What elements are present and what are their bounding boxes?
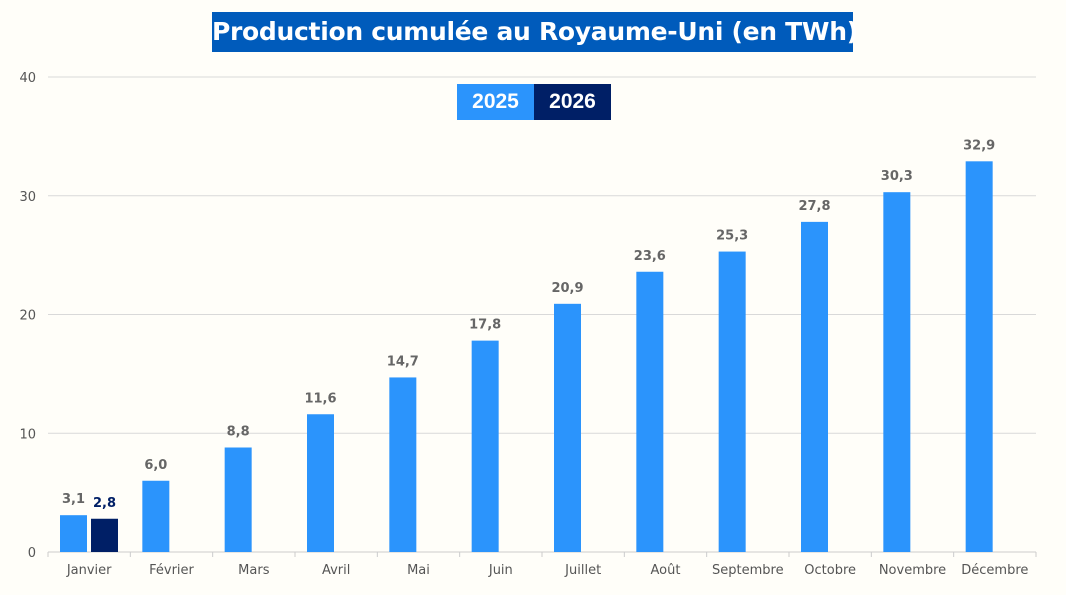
data-label: 23,6 (634, 249, 666, 264)
x-tick-label: Octobre (804, 563, 856, 578)
bar-2025 (142, 480, 170, 552)
data-label: 17,8 (469, 318, 501, 333)
bar-2025 (718, 251, 746, 552)
bar-2026 (91, 518, 118, 552)
data-label: 25,3 (716, 229, 748, 244)
data-label: 20,9 (551, 281, 583, 296)
bar-2025 (224, 447, 252, 552)
chart-title: Production cumulée au Royaume-Uni (en TW… (212, 12, 858, 52)
x-tick-label: Avril (322, 563, 350, 578)
bar-2025 (389, 377, 417, 552)
data-label: 30,3 (881, 169, 913, 184)
data-label: 27,8 (798, 199, 830, 214)
x-tick-label: Décembre (961, 563, 1028, 578)
y-tick-label: 0 (28, 546, 36, 561)
x-tick-label: Février (149, 563, 194, 578)
bar-2025 (307, 414, 334, 552)
x-tick-label: Novembre (879, 563, 946, 578)
data-label: 14,7 (387, 354, 419, 369)
data-label: 8,8 (227, 425, 250, 440)
bar-2025 (801, 221, 828, 552)
bar-2025 (471, 340, 499, 552)
x-tick-label: Mars (238, 563, 270, 578)
x-tick-label: Août (651, 563, 681, 578)
y-tick-label: 10 (19, 427, 36, 442)
data-label: 2,8 (93, 496, 116, 511)
y-tick-label: 30 (19, 190, 36, 205)
data-label: 32,9 (963, 138, 995, 153)
y-tick-label: 40 (19, 71, 36, 86)
x-tick-label: Juillet (564, 563, 601, 578)
bar-2025 (636, 271, 664, 552)
data-label: 3,1 (62, 492, 85, 507)
bar-2025 (883, 192, 911, 552)
bar-2025 (60, 515, 87, 552)
bar-2025 (554, 303, 581, 552)
legend-item-2026: 2026 (534, 84, 611, 120)
y-tick-label: 20 (19, 309, 36, 324)
bar-2025 (965, 161, 993, 552)
x-tick-label: Mai (407, 563, 430, 578)
x-tick-label: Septembre (712, 563, 784, 578)
x-tick-label: Janvier (66, 563, 112, 578)
data-label: 6,0 (144, 458, 167, 473)
x-tick-label: Juin (488, 563, 513, 578)
data-label: 11,6 (304, 391, 336, 406)
legend: 2025 2026 (457, 84, 611, 120)
legend-item-2025: 2025 (457, 84, 534, 120)
